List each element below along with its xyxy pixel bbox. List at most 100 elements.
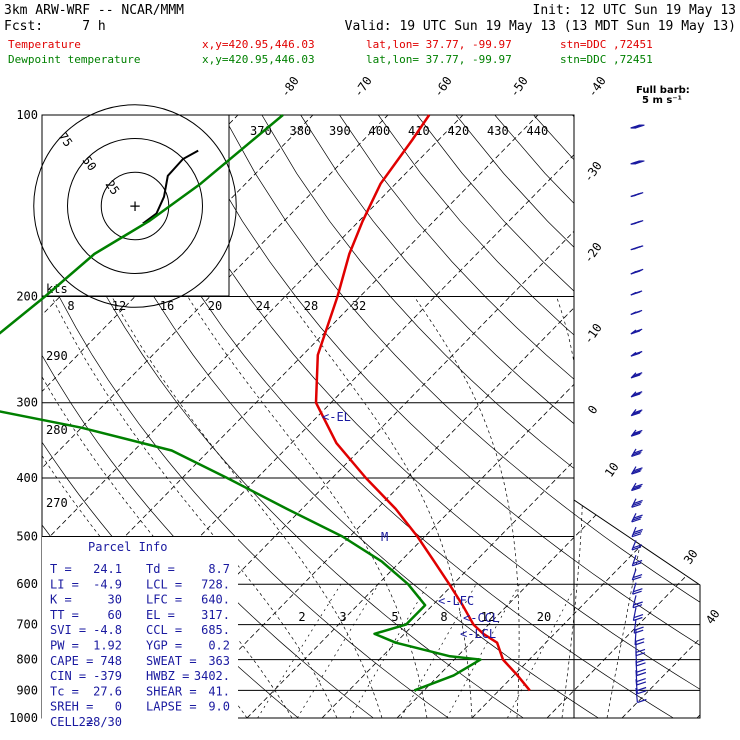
parcel-info-cell: CAPE = [50, 654, 93, 668]
mixing-ratio-line [297, 584, 379, 718]
parcel-info-cell: LCL = [146, 577, 182, 591]
theta-e-label: 24 [256, 299, 270, 313]
dry-adiabat [494, 115, 700, 718]
isotherm-label: -20 [581, 240, 605, 266]
wind-barb [630, 409, 643, 417]
isotherm-label: -10 [581, 321, 605, 347]
moist-adiabat [606, 296, 675, 718]
pressure-tick-label: 500 [16, 529, 38, 543]
theta-e-label: 16 [160, 299, 174, 313]
parcel-info-cell: 317. [201, 608, 230, 622]
theta-label: 430 [487, 124, 509, 138]
hodograph-trace [141, 149, 199, 223]
isotherm-label: 10 [602, 460, 622, 480]
theta-e-label: 8 [67, 299, 74, 313]
temperature-station: stn=DDC ,72451 [560, 38, 653, 51]
dry-adiabat [572, 115, 700, 718]
pressure-tick-label: 800 [16, 653, 38, 667]
dewpoint-station: stn=DDC ,72451 [560, 53, 653, 66]
moist-adiabat [187, 296, 428, 718]
parcel-info-cell: HWBZ = [146, 669, 189, 683]
dewpoint-header-row: Dewpoint temperature x,y=420.95,446.03 l… [8, 53, 653, 66]
wind-barb [632, 595, 643, 609]
level-annotation: <-LFC [438, 594, 474, 608]
wind-barb [635, 679, 647, 695]
barb-legend-value: 5 m s⁻¹ [642, 95, 682, 106]
pressure-tick-label: 900 [16, 683, 38, 697]
dry-adiabat [300, 115, 700, 718]
parcel-info-cell: YGP = [146, 639, 182, 653]
parcel-info-cell: LFC = [146, 593, 182, 607]
wind-barb [632, 582, 643, 595]
mixing-ratio-line [257, 584, 342, 718]
dry-adiabat [183, 115, 700, 718]
parcel-info-cell: T = [50, 562, 72, 576]
moist-adiabat [285, 296, 473, 718]
parcel-info-cell: LI = [50, 577, 79, 591]
parcel-info-cell: 685. [201, 623, 230, 637]
isotherm-label: -80 [278, 74, 302, 100]
parcel-info-cell: 3402. [194, 669, 230, 683]
wind-barb [630, 192, 644, 198]
parcel-info-cell: 728. [201, 577, 230, 591]
dry-adiabat [533, 115, 700, 718]
isotherm-label: -60 [431, 74, 455, 100]
parcel-info-cell: CIN = [50, 669, 86, 683]
mixing-ratio-label: 8 [440, 610, 447, 624]
isotherm-label: -50 [507, 74, 531, 100]
wind-barb [631, 555, 643, 567]
level-annotations: <-EL <-LFC <-CCL <-LCL M [322, 410, 499, 641]
temperature-header-row: Temperature x,y=420.95,446.03 lat,lon= 3… [8, 38, 653, 51]
forecast-hour: Fcst: 7 h [4, 19, 106, 34]
wind-barb [630, 124, 645, 129]
moist-adiabat [42, 296, 293, 718]
isotherm-line [471, 115, 700, 718]
wind-barbs [630, 124, 647, 704]
parcel-info-cell: 41. [208, 684, 230, 698]
parcel-info-cell: LAPSE = [146, 700, 197, 714]
parcel-info-cell: PW = [50, 639, 79, 653]
parcel-info-cell: -4.8 [93, 623, 122, 637]
dry-adiabat [339, 115, 700, 718]
isotherm-label: -70 [351, 74, 375, 100]
wind-barb [630, 372, 643, 379]
hodograph-ring-label: 75 [56, 130, 76, 150]
parcel-info-cell: SWEAT = [146, 654, 197, 668]
isotherm-line [621, 115, 700, 718]
frame-extension [42, 499, 701, 719]
wind-barb [630, 245, 644, 251]
dry-adiabat [67, 115, 599, 718]
temperature-latlon: lat,lon= 37.77, -99.97 [366, 38, 512, 51]
wind-barb [631, 513, 643, 523]
parcel-info-cell: 640. [201, 593, 230, 607]
init-time: Init: 12 UTC Sun 19 May 13 [533, 3, 737, 18]
isotherm-line [321, 115, 700, 718]
mixing-ratio-label: 5 [391, 610, 398, 624]
wind-barb [634, 630, 645, 646]
parcel-info-cell: SHEAR = [146, 684, 197, 698]
dry-adiabat [106, 115, 674, 718]
isotherm-label: -40 [585, 74, 609, 100]
level-annotation: <-CCL [463, 611, 499, 625]
parcel-info-cell: Tc = [50, 684, 79, 698]
mixing-ratio-label: 20 [537, 610, 551, 624]
parcel-info-cell: 0 [115, 700, 122, 714]
wind-barb [630, 309, 643, 316]
mixing-ratio-label: 2 [298, 610, 305, 624]
parcel-info-cell: 0.2 [208, 639, 230, 653]
pressure-tick-label: 1000 [9, 711, 38, 725]
wind-barb [630, 448, 643, 457]
level-annotation: M [381, 530, 388, 544]
parcel-info-cell: CCL = [146, 623, 182, 637]
theta-label: 400 [369, 124, 391, 138]
parcel-info-cell: 9.0 [208, 700, 230, 714]
moist-adiabat [51, 296, 338, 718]
theta-e-label: 32 [352, 299, 366, 313]
dry-adiabat [42, 115, 524, 718]
theta-label: 380 [290, 124, 312, 138]
parcel-info-cell: 363 [208, 654, 230, 668]
hodograph-ring-label: 50 [80, 154, 100, 174]
barb-legend-title: Full barb: [636, 85, 690, 96]
mixing-ratio-line [400, 584, 477, 718]
dry-adiabat [145, 115, 700, 718]
